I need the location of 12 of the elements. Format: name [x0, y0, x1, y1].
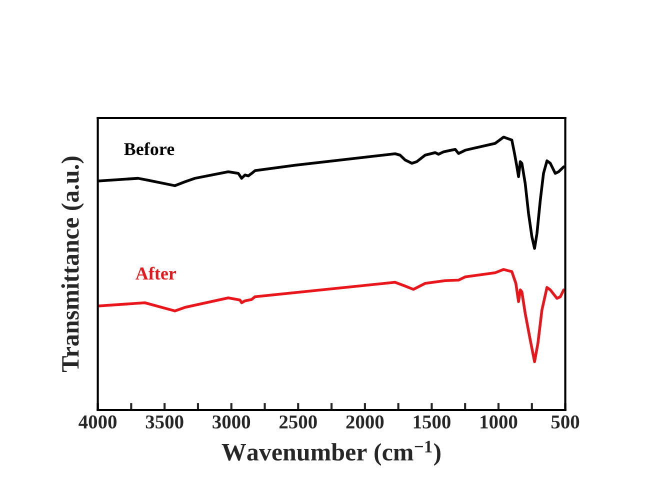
x-tick-label: 1000	[480, 415, 518, 429]
x-axis-title: Wavenumber (cm$^{−1}$)	[222, 440, 440, 466]
x-tick-label: 2500	[280, 415, 317, 429]
x-tick-label: 3000	[212, 415, 250, 429]
series-label: Before	[124, 142, 174, 156]
x-tick-label: 4000	[78, 415, 117, 429]
x-tick-label: 500	[551, 415, 580, 429]
x-tick-label: 2000	[346, 415, 384, 429]
x-tick-label: 1500	[414, 415, 450, 429]
x-tick-label: 3500	[146, 415, 184, 429]
series-label: After	[136, 266, 176, 280]
y-axis-title: Transmittance (a.u.)	[61, 156, 84, 372]
